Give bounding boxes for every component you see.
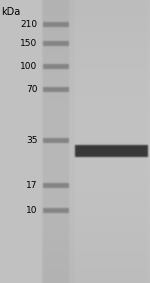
Text: 150: 150 — [20, 39, 38, 48]
Text: 35: 35 — [26, 136, 38, 145]
Text: kDa: kDa — [2, 7, 21, 17]
Text: 10: 10 — [26, 206, 38, 215]
Text: 210: 210 — [20, 20, 38, 29]
Text: 100: 100 — [20, 62, 38, 71]
Text: 70: 70 — [26, 85, 38, 94]
Text: 17: 17 — [26, 181, 38, 190]
